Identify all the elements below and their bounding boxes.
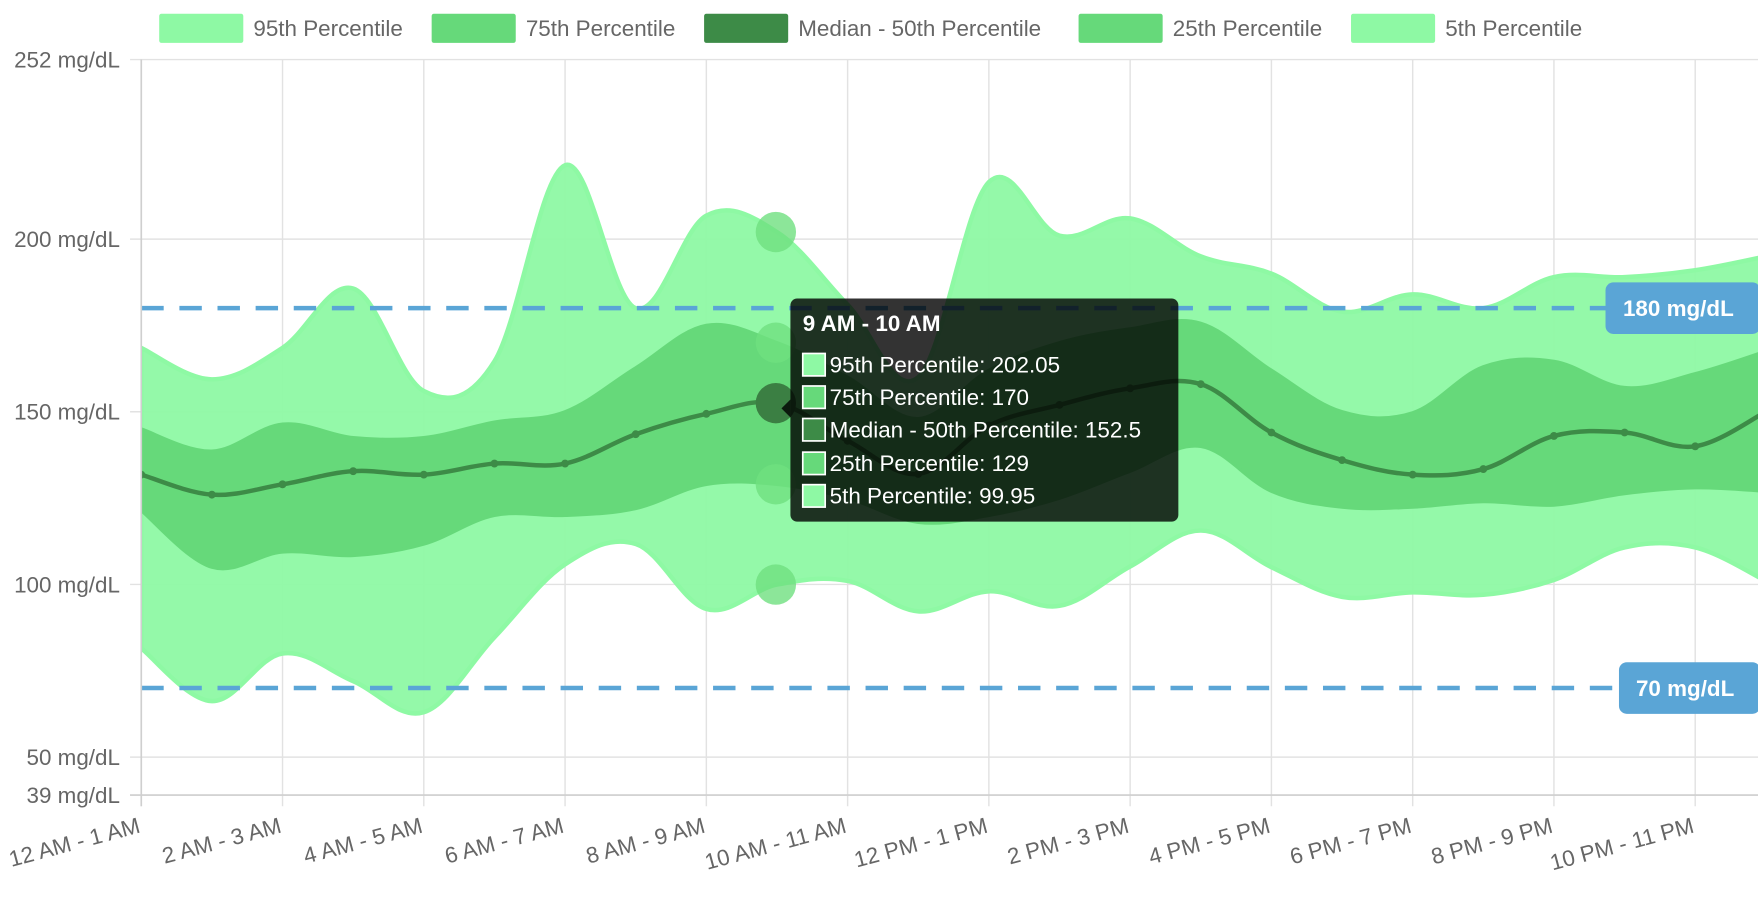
y-tick-label: 150 mg/dL [14, 400, 120, 425]
median-point[interactable] [490, 459, 499, 468]
median-point[interactable] [702, 409, 711, 418]
x-tick-label: 10 AM - 11 AM [702, 813, 849, 875]
legend-label[interactable]: Median - 50th Percentile [798, 16, 1041, 41]
target-badge [1605, 282, 1758, 334]
median-point[interactable] [1691, 442, 1700, 451]
median-point[interactable] [419, 470, 428, 479]
x-tick-label: 12 AM - 1 AM [6, 813, 142, 872]
median-point[interactable] [1620, 428, 1629, 437]
y-tick-label: 252 mg/dL [14, 47, 120, 72]
hover-point[interactable] [755, 564, 797, 605]
tooltip-swatch [801, 451, 827, 476]
x-tick-label: 2 PM - 3 PM [1005, 813, 1132, 869]
target-label: 180 mg/dL [1623, 296, 1734, 321]
legend-swatch[interactable] [1351, 13, 1436, 43]
legend-swatch[interactable] [704, 13, 789, 43]
tooltip-swatch [801, 417, 827, 442]
hover-points [755, 211, 797, 605]
tooltip-row: 25th Percentile: 129 [830, 451, 1029, 476]
median-point[interactable] [1267, 428, 1276, 437]
x-tick-label: 4 AM - 5 AM [301, 813, 425, 869]
tooltip-row: 75th Percentile: 170 [830, 385, 1029, 410]
hover-point[interactable] [755, 464, 797, 505]
hover-point[interactable] [755, 322, 797, 363]
x-tick-label: 12 PM - 1 PM [851, 813, 990, 873]
legend-swatch[interactable] [1078, 13, 1163, 43]
x-tick-label: 4 PM - 5 PM [1146, 813, 1273, 869]
median-point[interactable] [1196, 380, 1205, 389]
x-tick-label: 8 AM - 9 AM [583, 813, 707, 869]
tooltip-swatch [801, 483, 827, 508]
x-tick-label: 10 PM - 11 PM [1547, 813, 1696, 875]
median-point[interactable] [207, 490, 216, 499]
x-tick-label: 6 PM - 7 PM [1287, 813, 1414, 869]
legend-swatch[interactable] [431, 13, 516, 43]
x-tick-label: 6 AM - 7 AM [442, 813, 566, 869]
median-point[interactable] [631, 430, 640, 439]
target-label: 70 mg/dL [1636, 676, 1734, 701]
y-tick-label: 50 mg/dL [27, 745, 120, 770]
median-point[interactable] [1338, 456, 1346, 465]
tooltip: 9 AM - 10 AM 95th Percentile: 202.05 75th … [781, 298, 1179, 522]
hover-point[interactable] [755, 382, 797, 424]
y-tick-label: 39 mg/dL [27, 783, 120, 808]
tooltip-swatch [801, 352, 827, 377]
tooltip-box [790, 298, 1179, 522]
target-badge [1618, 662, 1758, 714]
tooltip-row: 5th Percentile: 99.95 [830, 484, 1036, 509]
median-point[interactable] [137, 470, 146, 479]
x-tick-label: 2 AM - 3 AM [159, 813, 283, 869]
legend[interactable]: 95th Percentile 75th Percentile Median - 5… [159, 13, 1582, 43]
tooltip-swatch [801, 385, 827, 410]
median-point[interactable] [1550, 432, 1558, 440]
tooltip-row: 95th Percentile: 202.05 [830, 353, 1060, 378]
legend-swatch[interactable] [159, 13, 244, 43]
legend-label[interactable]: 95th Percentile [253, 16, 402, 41]
y-tick-label: 100 mg/dL [14, 572, 120, 597]
x-tick-label: 8 PM - 9 PM [1428, 813, 1555, 869]
legend-label[interactable]: 5th Percentile [1445, 16, 1582, 41]
tooltip-title: 9 AM - 10 AM [803, 311, 941, 336]
legend-label[interactable]: 75th Percentile [526, 16, 675, 41]
median-point[interactable] [1479, 465, 1488, 474]
median-point[interactable] [278, 480, 287, 489]
median-point[interactable] [561, 459, 569, 468]
hover-point[interactable] [755, 211, 797, 253]
legend-label[interactable]: 25th Percentile [1173, 16, 1322, 41]
tooltip-row: Median - 50th Percentile: 152.5 [830, 418, 1141, 443]
y-tick-label: 200 mg/dL [14, 227, 120, 252]
tooltip-caret [781, 399, 791, 418]
median-point[interactable] [1408, 470, 1417, 479]
median-point[interactable] [349, 467, 358, 476]
